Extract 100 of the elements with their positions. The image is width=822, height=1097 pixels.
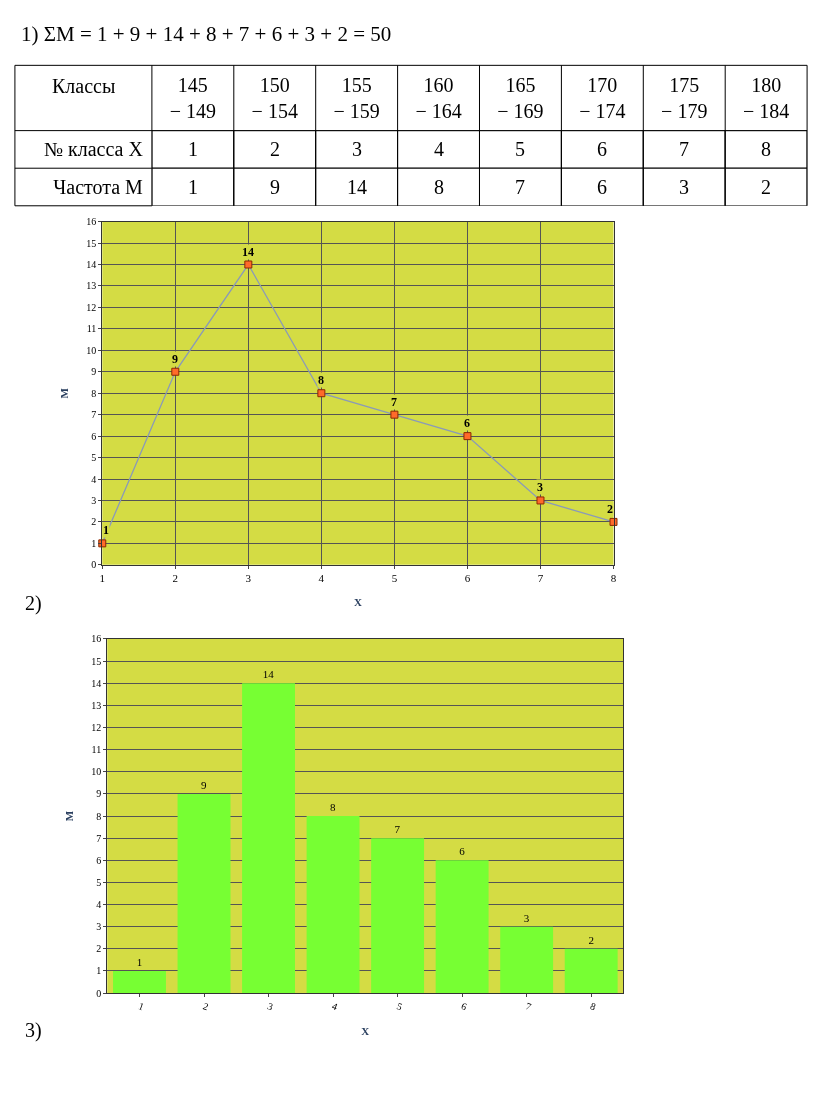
- x-tick-label: 170 − 174: [579, 73, 626, 122]
- x-tick-label: 8: [610, 572, 617, 585]
- data-label: 2: [607, 502, 613, 516]
- x-axis-title: X: [361, 1024, 370, 1037]
- y-tick-label: 4: [96, 899, 102, 911]
- bar: [371, 838, 425, 994]
- y-tick-label: 16: [86, 216, 97, 228]
- x-tick-label: 175 − 179: [661, 73, 708, 122]
- data-label: 8: [330, 801, 337, 814]
- x-tick-label: 3: [245, 572, 252, 585]
- data-label: 7: [391, 395, 397, 409]
- y-tick-label: 16: [91, 633, 102, 645]
- y-tick-label: 6: [91, 430, 97, 442]
- data-label: 2: [588, 933, 594, 946]
- y-tick-label: 5: [96, 876, 102, 888]
- y-tick-label: 11: [86, 323, 97, 335]
- text: 2): [25, 592, 42, 615]
- x-tick-label: 145 − 149: [169, 73, 216, 122]
- data-label: 9: [201, 778, 208, 791]
- data-label: 14: [262, 668, 275, 681]
- data-label: 14: [242, 245, 254, 259]
- data-label: 2: [270, 138, 280, 160]
- data-label: 7: [394, 823, 401, 836]
- y-tick-label: 10: [86, 344, 97, 356]
- data-label: 9: [270, 176, 280, 198]
- y-tick-label: 4: [91, 473, 97, 485]
- data-label: 3: [679, 176, 689, 198]
- y-axis-title: M: [62, 810, 75, 822]
- data-label: 6: [459, 845, 466, 858]
- x-tick-label: 5: [395, 1000, 404, 1013]
- y-tick-label: 8: [96, 810, 102, 822]
- y-tick-label: 9: [96, 788, 102, 800]
- x-tick-label: 8: [588, 1000, 598, 1013]
- data-label: 7: [515, 176, 525, 198]
- y-tick-label: 13: [91, 699, 102, 711]
- x-tick-label: 3: [266, 1000, 275, 1013]
- y-tick-label: 12: [86, 301, 97, 313]
- y-tick-label: 3: [96, 921, 102, 933]
- y-tick-label: 10: [91, 766, 102, 778]
- data-label: 9: [172, 352, 178, 366]
- x-tick-label: 2: [201, 1000, 211, 1013]
- bar: [500, 926, 554, 994]
- data-label: 7: [679, 138, 689, 160]
- chart-title: 1) ΣM = 1 + 9 + 14 + 8 + 7 + 6 + 3 + 2 = 50: [21, 22, 392, 46]
- x-tick-label: 2: [172, 572, 179, 585]
- data-label: 6: [597, 138, 607, 160]
- x-tick-label: 7: [537, 572, 544, 585]
- x-tick-label: 160 − 164: [415, 73, 462, 122]
- x-tick-label: 6: [464, 572, 471, 585]
- y-tick-label: 12: [91, 722, 102, 734]
- data-label: 3: [537, 480, 543, 494]
- x-tick-label: 165 − 169: [497, 73, 544, 122]
- x-tick-label: 5: [391, 572, 398, 585]
- data-label: 8: [761, 138, 771, 160]
- y-tick-label: 3: [91, 494, 97, 506]
- bar: [177, 793, 231, 994]
- bar: [306, 816, 360, 994]
- data-label: 4: [434, 138, 444, 160]
- text: 3): [25, 1019, 42, 1042]
- x-axis-title: X: [353, 596, 362, 609]
- data-label: 14: [347, 176, 367, 198]
- bar: [113, 970, 166, 994]
- y-tick-label: 7: [96, 832, 102, 844]
- y-axis-title: M: [57, 387, 70, 399]
- bar: [242, 683, 295, 994]
- y-tick-label: № класса X: [43, 138, 144, 161]
- x-tick-label: 155 − 159: [333, 73, 380, 122]
- bar: [435, 860, 489, 994]
- x-tick-label: 7: [524, 1000, 533, 1013]
- y-tick-label: 0: [91, 559, 97, 571]
- y-tick-label: 5: [91, 452, 97, 464]
- data-label: 8: [318, 373, 324, 387]
- y-tick-label: 2: [91, 516, 97, 528]
- x-axis-title: Классы: [52, 75, 116, 97]
- data-label: 6: [464, 416, 470, 430]
- data-label: 1: [188, 176, 198, 198]
- y-tick-label: 9: [91, 366, 97, 378]
- data-label: 8: [434, 176, 444, 198]
- y-tick-label: 2: [96, 943, 102, 955]
- y-tick-label: 15: [91, 655, 102, 667]
- y-tick-label: 8: [91, 387, 97, 399]
- data-label: 5: [515, 138, 525, 160]
- x-tick-label: 4: [318, 572, 325, 585]
- data-label: 3: [352, 138, 362, 160]
- y-tick-label: 13: [86, 280, 97, 292]
- bar: [564, 948, 618, 994]
- x-tick-label: 180 − 184: [742, 73, 790, 122]
- data-label: 1: [188, 138, 198, 160]
- x-tick-label: 4: [330, 1000, 340, 1013]
- data-label: 6: [597, 176, 607, 198]
- y-tick-label: Частота M: [53, 176, 144, 198]
- y-tick-label: 1: [96, 965, 102, 977]
- y-tick-label: 7: [91, 409, 97, 421]
- y-tick-label: 1: [91, 537, 97, 549]
- y-tick-label: 11: [91, 744, 102, 756]
- y-tick-label: 6: [96, 854, 102, 866]
- y-tick-label: 0: [96, 987, 102, 999]
- y-tick-label: 14: [91, 677, 102, 689]
- data-label: 3: [523, 911, 530, 924]
- x-tick-label: 6: [459, 1000, 469, 1013]
